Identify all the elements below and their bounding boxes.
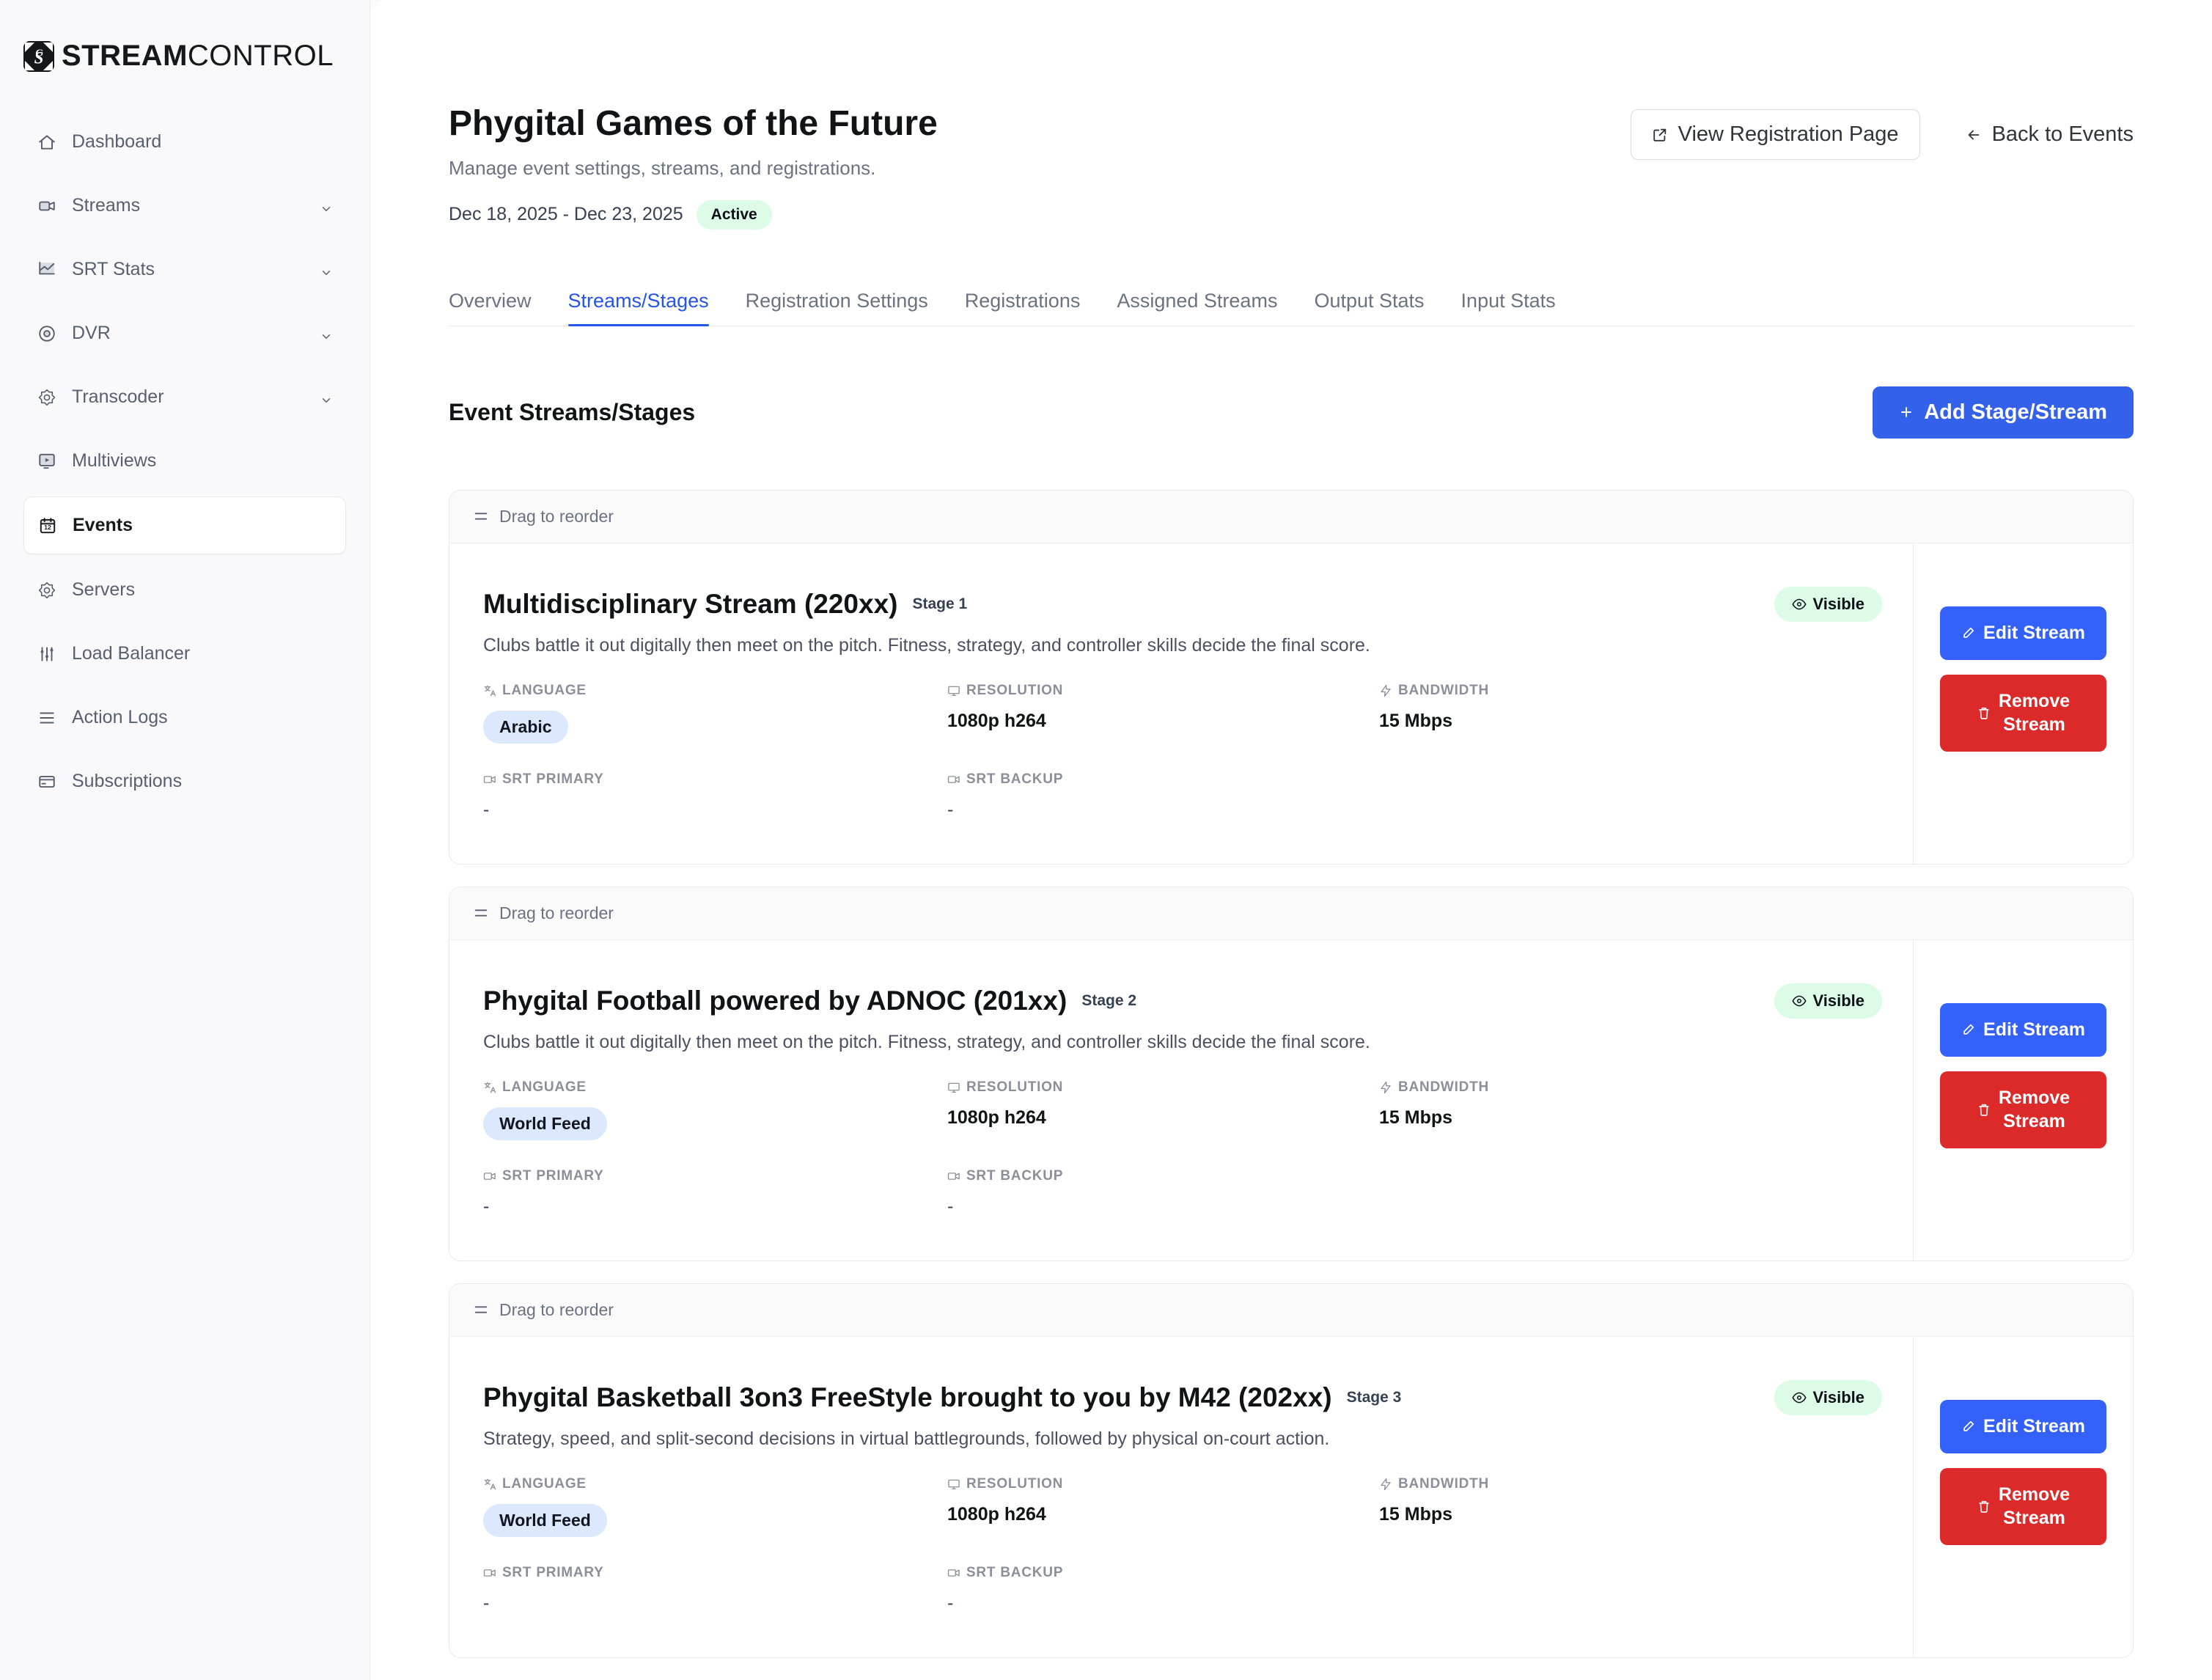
svg-text:C: C <box>35 48 43 59</box>
svg-text:12: 12 <box>44 523 51 530</box>
